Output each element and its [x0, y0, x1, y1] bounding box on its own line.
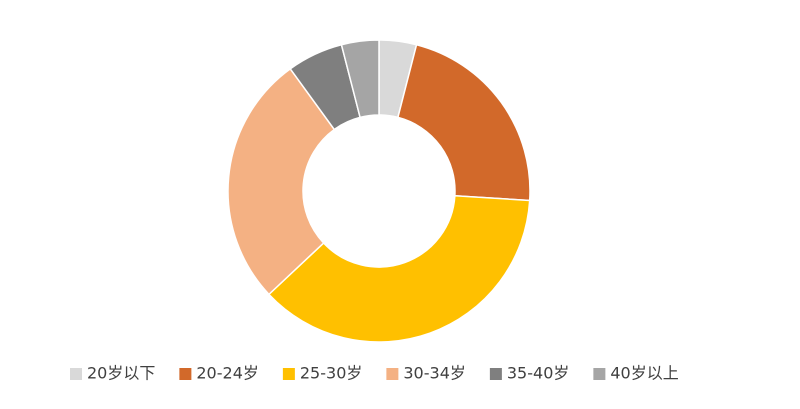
legend-swatch	[282, 368, 295, 380]
donut-segment	[396, 43, 531, 202]
legend-swatch	[489, 368, 502, 380]
legend-swatch	[179, 368, 192, 380]
legend-swatch	[386, 368, 399, 380]
legend-label: 20-24岁	[196, 364, 259, 383]
legend-label: 25-30岁	[300, 364, 363, 383]
legend-swatch	[70, 368, 82, 380]
legend-label: 20岁以下	[87, 364, 155, 383]
legend-swatch	[593, 368, 606, 380]
legend-label: 30-34岁	[403, 364, 466, 383]
donut-segment	[267, 194, 531, 343]
donut-segment	[340, 39, 380, 119]
legend-label: 35-40岁	[507, 364, 570, 383]
donut-segment	[227, 67, 336, 296]
legend-label: 40岁以上	[610, 364, 678, 383]
